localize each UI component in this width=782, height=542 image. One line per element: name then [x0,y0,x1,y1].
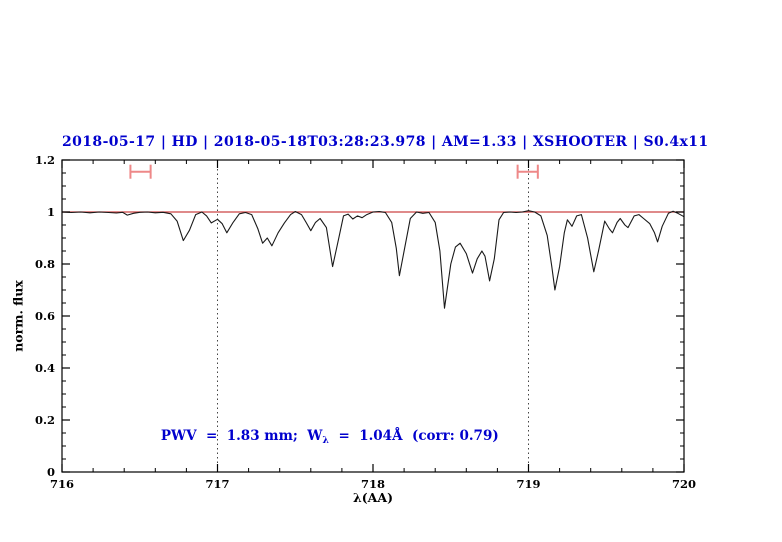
y-tick-label: 1 [47,205,55,219]
x-axis-label: λ(AA) [353,490,393,505]
y-tick-label: 0.8 [35,257,55,271]
y-tick-label: 0.6 [35,309,55,323]
x-tick-label: 720 [672,477,696,491]
y-tick-label: 0 [47,465,55,479]
pwv-annotation-prefix: PWV = 1.83 mm; W [160,428,323,444]
y-tick-label: 0.4 [35,361,55,375]
x-tick-label: 718 [361,477,385,491]
figure-title: 2018-05-17 | HD | 2018-05-18T03:28:23.97… [62,134,709,150]
y-tick-label: 0.2 [35,413,55,427]
pwv-annotation: PWV = 1.83 mm; Wλ = 1.04Å (corr: 0.79) [142,412,499,462]
x-tick-label: 717 [205,477,229,491]
pwv-annotation-suffix: = 1.04Å (corr: 0.79) [329,428,499,444]
x-tick-label: 719 [516,477,540,491]
x-tick-label: 716 [50,477,74,491]
spectrum-line [61,210,685,309]
y-tick-label: 1.2 [35,153,55,167]
lambda-subscript: λ [322,435,330,446]
y-axis-label: norm. flux [10,280,26,352]
